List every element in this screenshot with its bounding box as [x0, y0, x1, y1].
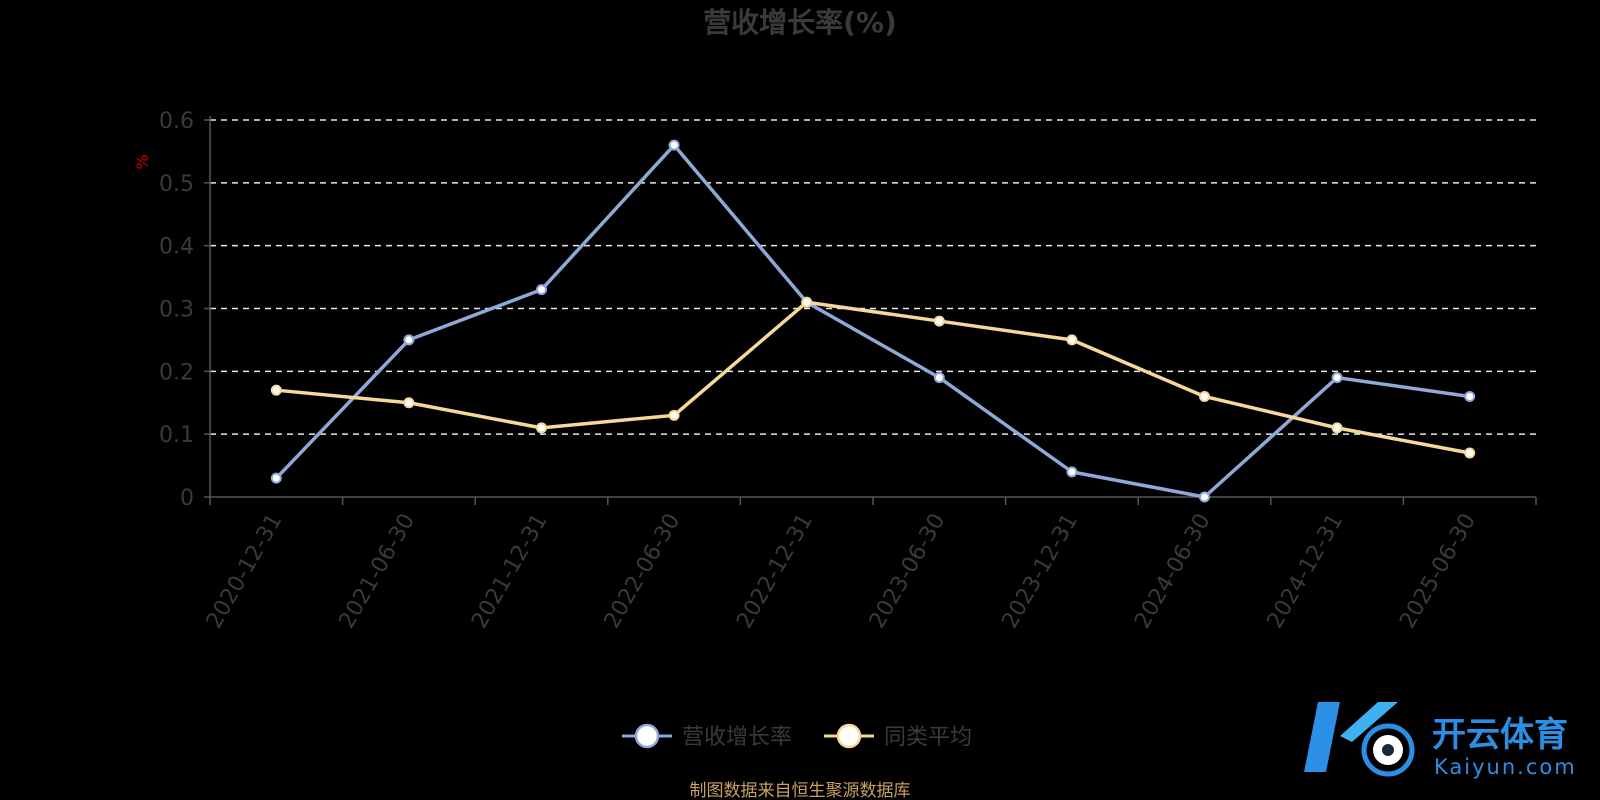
x-tick-label: 2023-12-31 — [998, 510, 1084, 633]
data-point[interactable] — [270, 384, 282, 396]
x-tick-label: 2023-06-30 — [865, 510, 951, 633]
grid-lines — [210, 119, 1536, 435]
data-point[interactable] — [536, 284, 547, 296]
data-point[interactable] — [1331, 422, 1343, 434]
data-point[interactable] — [403, 397, 415, 409]
y-tick-label: 0.5 — [159, 172, 194, 197]
x-tick-label: 2020-12-31 — [202, 510, 288, 633]
y-tick-label: 0.3 — [159, 298, 194, 323]
legend-label: 同类平均 — [884, 725, 972, 750]
series-line — [275, 143, 1470, 499]
data-point[interactable] — [801, 296, 813, 308]
watermark-cn: 开云体育 — [1432, 715, 1568, 755]
x-tick-label: 2024-12-31 — [1263, 510, 1349, 633]
legend-marker — [836, 723, 862, 749]
y-tick-label: 0 — [180, 486, 194, 511]
series-line — [276, 300, 1471, 455]
data-point[interactable] — [270, 472, 282, 484]
data-point[interactable] — [1464, 390, 1476, 402]
data-point[interactable] — [933, 315, 945, 327]
y-tick-label: 0.4 — [159, 235, 194, 260]
data-point[interactable] — [668, 139, 680, 151]
chart-title: 营收增长率(%) — [703, 6, 897, 39]
data-point[interactable] — [1066, 466, 1078, 478]
legend-label: 营收增长率 — [682, 725, 792, 750]
data-point[interactable] — [403, 334, 415, 346]
x-tick-label: 2021-12-31 — [467, 510, 553, 633]
data-point[interactable] — [536, 422, 547, 434]
y-tick-label: 0.1 — [159, 423, 194, 448]
data-point[interactable] — [1199, 390, 1210, 402]
data-point[interactable] — [1464, 447, 1476, 459]
data-point[interactable] — [668, 409, 680, 421]
series-lines — [270, 139, 1476, 503]
x-axis-ticks: 2020-12-31 2021-06-30 2021-12-31 2022-06-30… — [202, 510, 1481, 633]
y-axis-unit: % — [133, 154, 152, 169]
x-tick-label: 2024-06-30 — [1130, 510, 1216, 633]
legend[interactable]: 营收增长率 同类平均 — [622, 723, 972, 750]
x-tick-label: 2022-12-31 — [732, 510, 818, 633]
data-point[interactable] — [1066, 334, 1078, 346]
logo-mark — [1304, 702, 1415, 777]
source-note: 制图数据来自恒生聚源数据库 — [690, 781, 911, 800]
data-point[interactable] — [1331, 372, 1343, 384]
watermark-logo: 开云体育 Kaiyun.com — [1304, 702, 1577, 779]
legend-item[interactable]: 同类平均 — [824, 723, 972, 750]
data-point[interactable] — [933, 372, 945, 384]
legend-item[interactable]: 营收增长率 — [622, 723, 792, 750]
watermark-en: Kaiyun.com — [1434, 755, 1577, 779]
x-axis — [209, 116, 1537, 505]
x-tick-label: 2022-06-30 — [600, 510, 686, 633]
x-tick-label: 2025-06-30 — [1395, 510, 1481, 633]
y-axis-ticks: 0 0.1 0.2 0.3 0.4 0.5 0.6 — [159, 109, 210, 511]
x-tick-label: 2021-06-30 — [335, 510, 421, 633]
y-tick-label: 0.6 — [159, 109, 194, 134]
y-tick-label: 0.2 — [159, 360, 194, 385]
legend-marker — [634, 723, 660, 749]
data-point[interactable] — [1199, 491, 1210, 503]
